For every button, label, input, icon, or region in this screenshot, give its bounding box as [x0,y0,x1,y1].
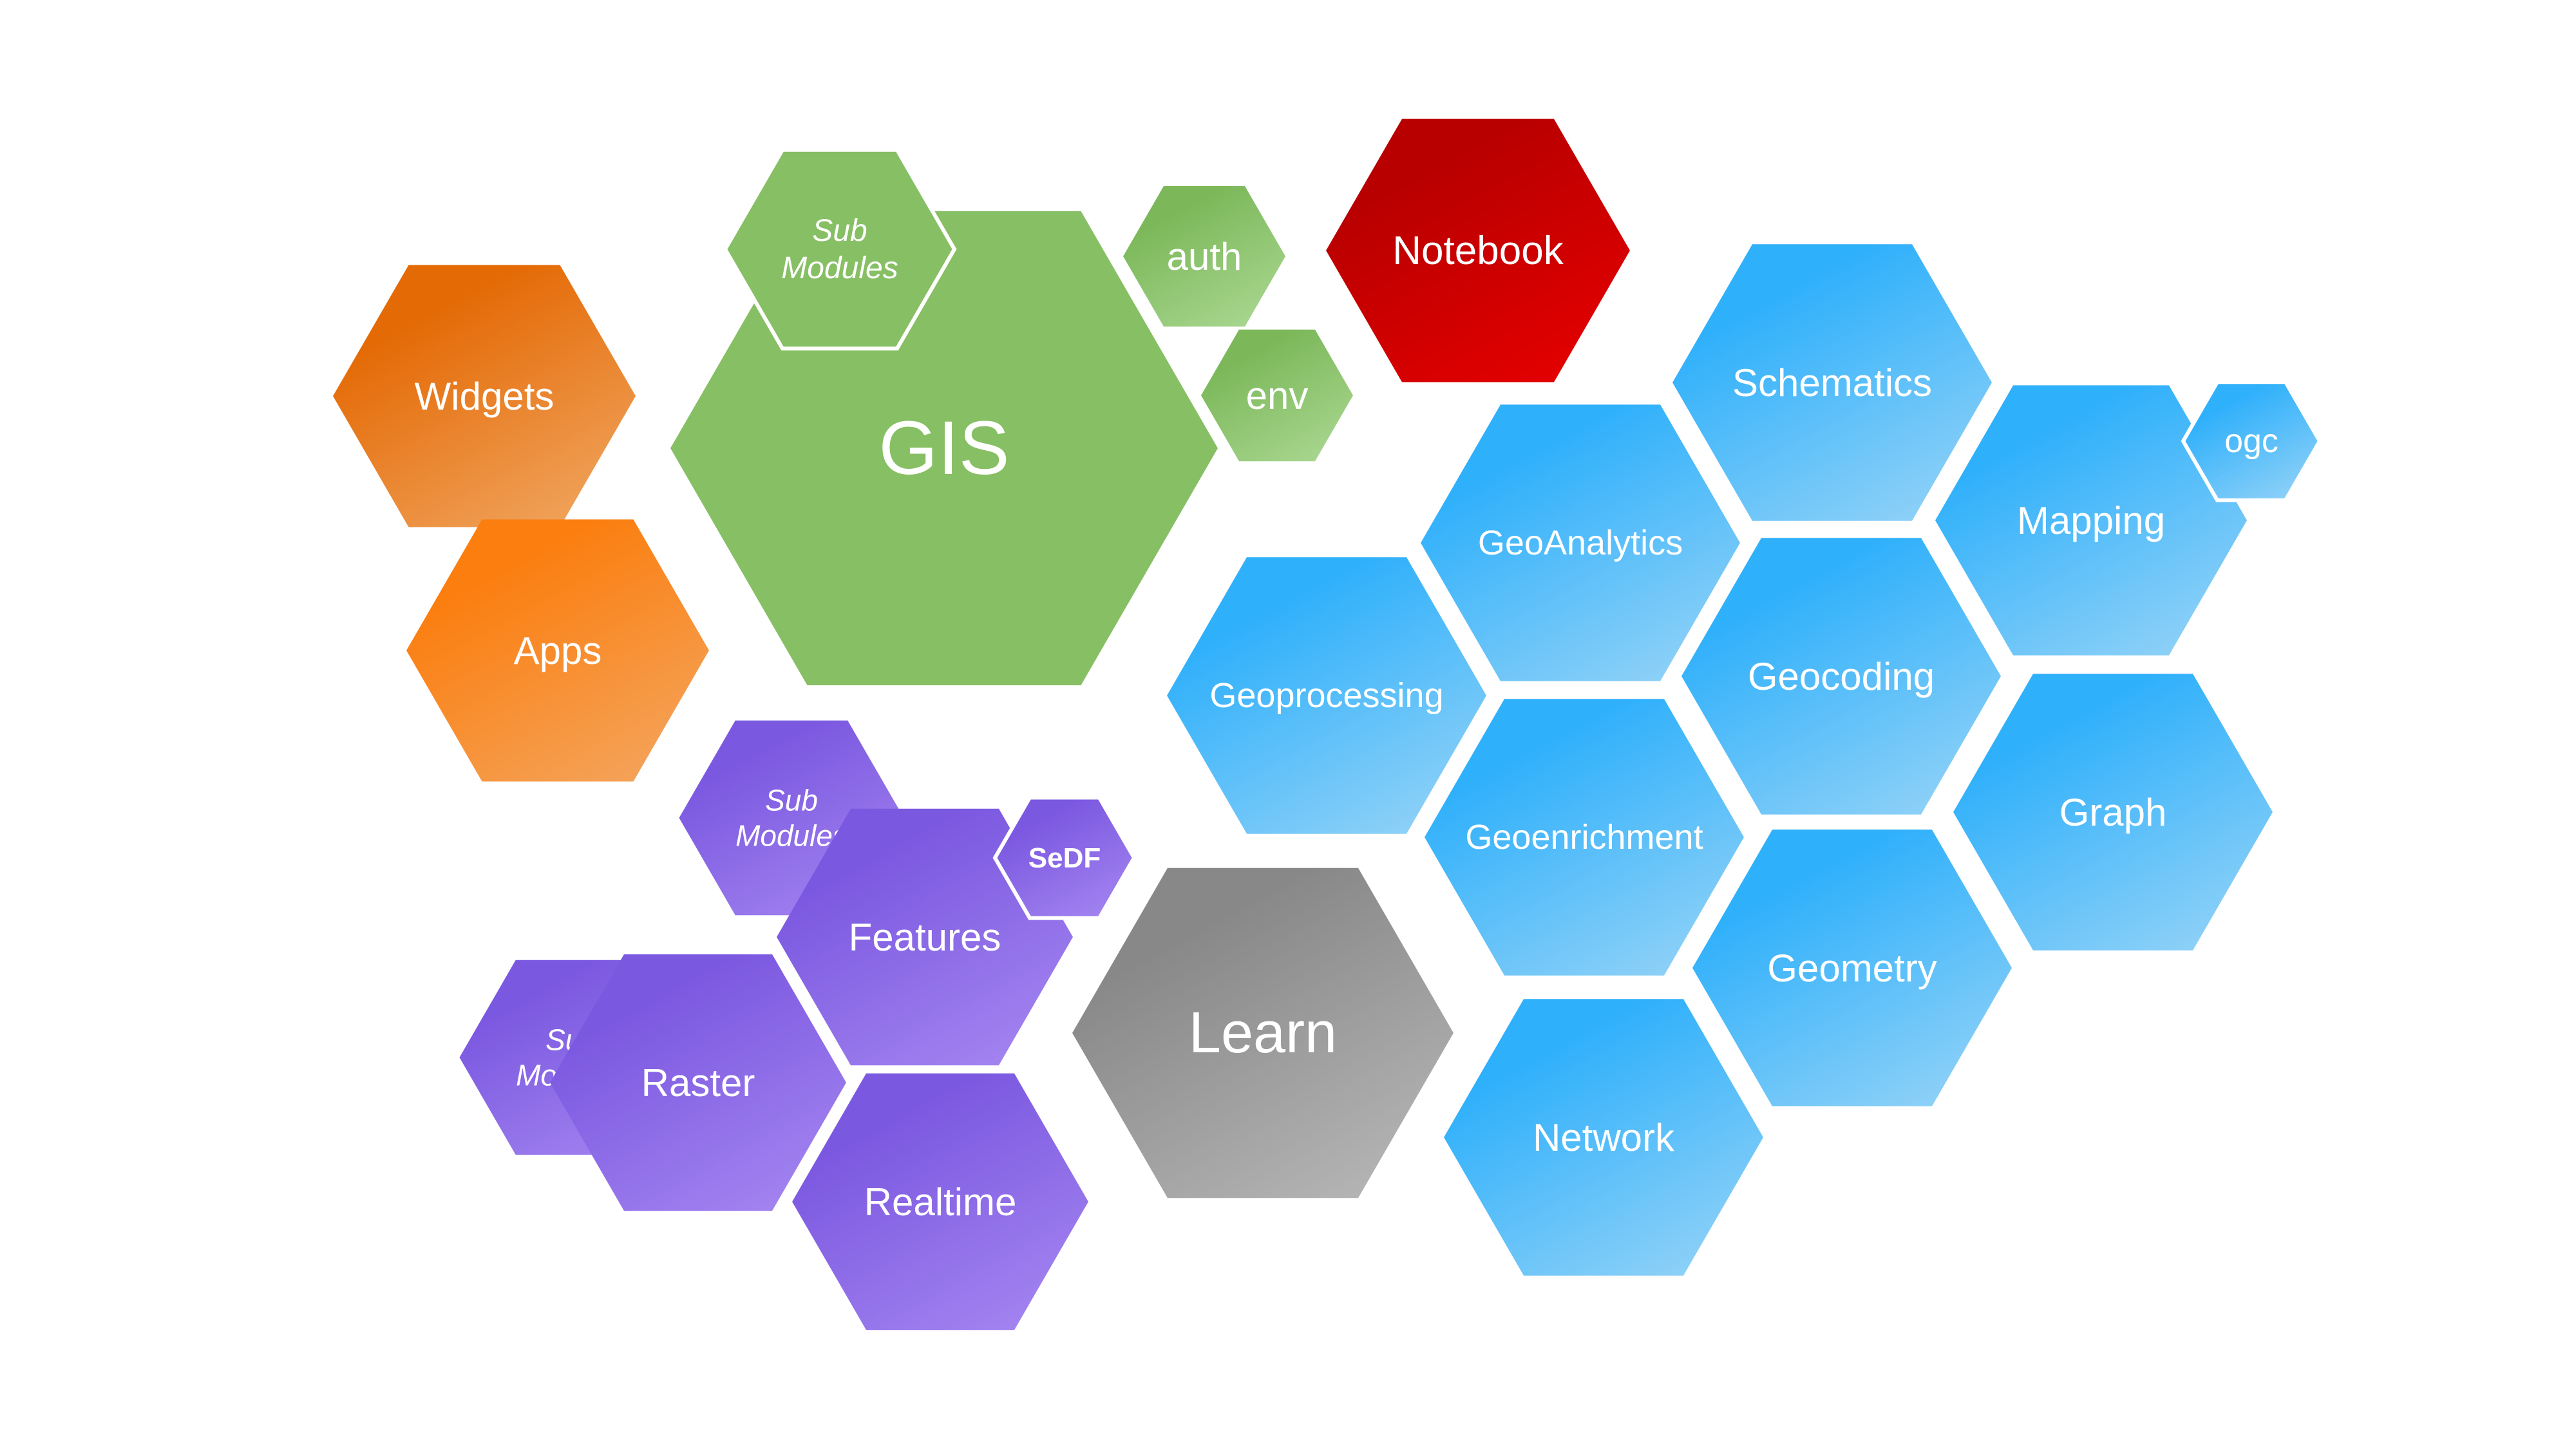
hex-label-notebook: Notebook [1392,229,1564,273]
hex-node-geocoding: Geocoding [1681,538,2001,815]
hex-label-sedf: SeDF [1028,842,1101,874]
hexagon-icon [1421,404,1740,681]
hexagon-icon [1953,674,2273,951]
hexagon-icon [1672,244,1992,521]
hexagon-layer: GIS Sub Modules auth env Notebook Widgets Apps S… [333,118,2322,1331]
hex-node-geometry: Geometry [1692,829,2012,1106]
hexagon-icon [1326,118,1630,383]
hex-node-apps: Apps [406,519,709,782]
hex-node-geoenrichment: Geoenrichment [1425,699,1744,976]
hex-label-network: Network [1533,1116,1675,1159]
hex-label-geoprocessing: Geoprocessing [1209,676,1443,715]
hex-label-geoenrichment: Geoenrichment [1465,818,1703,857]
hex-node-learn: Learn [1072,867,1454,1198]
hexagon-icon [333,265,636,527]
hex-node-geoprocessing: Geoprocessing [1167,557,1486,834]
hexagon-icon [1123,185,1285,327]
hexagon-icon [777,808,1073,1066]
hex-label-realtime: Realtime [864,1180,1017,1224]
hex-node-raster: Raster [550,954,846,1211]
hex-node-widgets: Widgets [333,265,636,527]
hex-node-mapping: Mapping [1935,385,2247,656]
hex-label-features: Features [849,916,1001,959]
hex-node-features: Features [777,808,1073,1066]
hexagon-icon [1072,867,1454,1198]
hex-label-geoanalytics: GeoAnalytics [1478,524,1683,562]
hex-node-geoanalytics: GeoAnalytics [1421,404,1740,681]
hexagon-icon [1444,999,1763,1276]
hexagon-icon [723,147,957,351]
hex-node-gis-submodules: Sub Modules [723,147,957,351]
hexagon-icon [1935,385,2247,656]
hex-label-apps: Apps [514,629,602,672]
hexagon-icon [1167,557,1486,834]
hex-label-auth: auth [1167,235,1242,278]
hex-label-gis-submodules: Sub Modules [781,214,898,285]
hex-label-schematics: Schematics [1732,361,1932,404]
hex-node-auth: auth [1123,185,1285,327]
hex-node-sedf: SeDF [992,795,1137,920]
hex-label-ogc: ogc [2224,422,2278,460]
hex-node-graph: Graph [1953,674,2273,951]
hexagon-icon [1681,538,2001,815]
hexagon-icon [1425,699,1744,976]
hex-label-learn: Learn [1189,1001,1337,1065]
hex-label-env: env [1246,374,1309,417]
hex-node-notebook: Notebook [1326,118,1630,383]
hexagon-icon [1201,329,1353,462]
hexagon-icon [992,795,1137,920]
hexagon-icon [2181,380,2322,502]
hexagon-icon [550,954,846,1211]
hex-label-graph: Graph [2060,791,2167,834]
hex-label-raster: Raster [641,1061,755,1104]
hex-node-schematics: Schematics [1672,244,1992,521]
hex-label-widgets: Widgets [415,375,554,418]
hexagon-icon [792,1073,1088,1331]
hex-node-ogc: ogc [2181,380,2322,502]
hexagon-icon [1692,829,2012,1106]
hex-node-network: Network [1444,999,1763,1276]
hex-label-mapping: Mapping [2017,499,2165,542]
hex-node-realtime: Realtime [792,1073,1088,1331]
hexagon-icon [406,519,709,782]
hex-label-gis: GIS [878,406,1009,491]
hex-node-env: env [1201,329,1353,462]
hex-label-geometry: Geometry [1767,947,1937,990]
hex-label-geocoding: Geocoding [1748,655,1935,698]
